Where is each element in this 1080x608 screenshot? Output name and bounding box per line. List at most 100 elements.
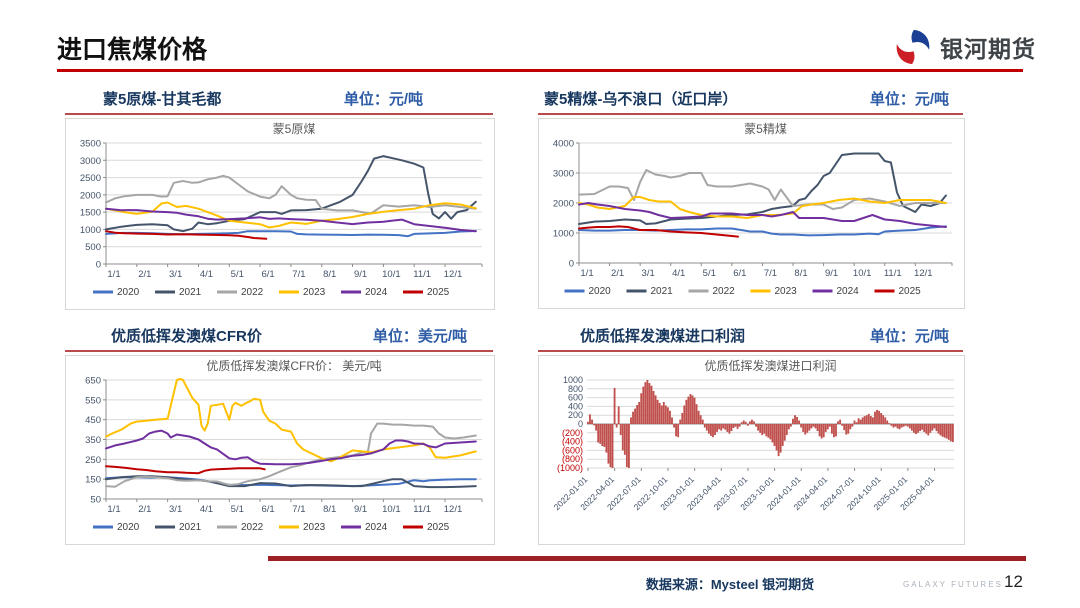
svg-text:3/1: 3/1	[642, 268, 655, 279]
svg-text:5/1: 5/1	[703, 268, 716, 279]
chart-header-mong5-raw: 蒙5原煤-甘其毛都 单位：元/吨	[65, 88, 493, 115]
svg-text:2020: 2020	[589, 286, 612, 297]
svg-text:4/1: 4/1	[672, 268, 685, 279]
svg-text:9/1: 9/1	[354, 269, 367, 280]
brand-label: GALAXY FUTURES	[903, 580, 1003, 589]
svg-text:2/1: 2/1	[138, 269, 151, 280]
svg-text:2021: 2021	[179, 522, 202, 533]
svg-text:4/1: 4/1	[200, 269, 213, 280]
title-underline	[57, 69, 1023, 72]
svg-text:(400): (400)	[562, 437, 583, 447]
svg-text:2000: 2000	[80, 190, 101, 201]
svg-text:8/1: 8/1	[323, 504, 336, 515]
galaxy-swirl-icon	[894, 28, 932, 66]
chart-title-label: 蒙5原煤-甘其毛都	[103, 91, 222, 108]
svg-text:2022: 2022	[713, 286, 736, 297]
page-title: 进口焦煤价格	[57, 36, 208, 64]
svg-text:0: 0	[569, 259, 574, 270]
svg-text:10/1: 10/1	[853, 268, 872, 279]
page-number: 12	[1004, 572, 1023, 591]
svg-text:7/1: 7/1	[292, 504, 305, 515]
svg-text:2023: 2023	[303, 287, 326, 298]
svg-text:3000: 3000	[80, 156, 101, 167]
svg-text:1/1: 1/1	[580, 268, 593, 279]
chart-mong5-clean: 蒙5精煤 0 1000 2000 3000 4000 1/1 2/1 3/1 4/1 5/1 6/1 7…	[538, 118, 965, 309]
chart-unit-label: 单位：元/吨	[869, 91, 949, 108]
svg-text:2000: 2000	[553, 199, 574, 210]
svg-text:11/1: 11/1	[413, 269, 431, 280]
svg-text:250: 250	[85, 455, 101, 466]
svg-text:2024: 2024	[837, 286, 860, 297]
svg-text:1000: 1000	[80, 225, 101, 236]
footer-rule	[268, 556, 1026, 561]
data-source-label: 数据来源：Mysteel 银河期货	[645, 577, 815, 592]
svg-text:2020: 2020	[117, 522, 140, 533]
svg-text:2025: 2025	[427, 522, 450, 533]
svg-text:550: 550	[85, 395, 101, 406]
svg-text:(1000): (1000)	[557, 463, 583, 473]
logo-text: 银河期货	[940, 36, 1036, 62]
svg-text:10/1: 10/1	[382, 269, 401, 280]
svg-text:2025: 2025	[427, 287, 450, 298]
svg-text:2022: 2022	[241, 287, 264, 298]
svg-text:2023: 2023	[775, 286, 798, 297]
chart-header-aus-profit: 优质低挥发澳煤进口利润 单位：元/吨	[538, 325, 963, 352]
svg-text:7/1: 7/1	[292, 269, 305, 280]
svg-text:2024: 2024	[365, 287, 388, 298]
svg-text:11/1: 11/1	[413, 504, 431, 515]
svg-text:1000: 1000	[553, 229, 574, 240]
svg-text:8/1: 8/1	[794, 268, 807, 279]
svg-text:200: 200	[568, 410, 583, 420]
svg-text:50: 50	[90, 495, 101, 506]
svg-text:650: 650	[85, 376, 101, 387]
svg-text:2500: 2500	[80, 173, 101, 184]
svg-text:3500: 3500	[80, 139, 101, 150]
svg-text:8/1: 8/1	[323, 269, 336, 280]
svg-text:350: 350	[85, 435, 101, 446]
chart-header-aus-cfr: 优质低挥发澳煤CFR价 单位：美元/吨	[65, 325, 493, 352]
svg-text:3/1: 3/1	[169, 269, 182, 280]
svg-text:2022: 2022	[241, 522, 264, 533]
svg-text:2/1: 2/1	[138, 504, 151, 515]
svg-text:500: 500	[85, 242, 101, 253]
chart-title-label: 优质低挥发澳煤进口利润	[580, 328, 746, 345]
company-logo: 银河期货	[894, 28, 1036, 66]
svg-text:9/1: 9/1	[825, 268, 838, 279]
chart-aus-cfr: 优质低挥发澳煤CFR价： 美元/吨 50 150 250 350 450 550 650 1/1…	[65, 355, 495, 545]
svg-text:9/1: 9/1	[354, 504, 367, 515]
svg-text:11/1: 11/1	[884, 268, 902, 279]
svg-text:2023: 2023	[303, 522, 326, 533]
svg-text:6/1: 6/1	[261, 504, 274, 515]
chart-aus-profit: 优质低挥发澳煤进口利润 (1000) (800) (600) (400) (200) 0 20…	[538, 355, 965, 545]
svg-text:4000: 4000	[553, 139, 574, 150]
svg-text:(600): (600)	[562, 445, 583, 455]
svg-text:2021: 2021	[179, 287, 202, 298]
svg-text:5/1: 5/1	[231, 269, 244, 280]
svg-text:(800): (800)	[562, 454, 583, 464]
svg-text:1/1: 1/1	[107, 504, 120, 515]
svg-text:5/1: 5/1	[231, 504, 244, 515]
svg-text:150: 150	[85, 475, 101, 486]
svg-text:12/1: 12/1	[444, 269, 463, 280]
svg-text:2024: 2024	[365, 522, 388, 533]
svg-text:7/1: 7/1	[764, 268, 777, 279]
svg-text:2021: 2021	[651, 286, 674, 297]
svg-text:6/1: 6/1	[733, 268, 746, 279]
svg-text:6/1: 6/1	[261, 269, 274, 280]
chart-title-label: 优质低挥发澳煤CFR价	[111, 328, 262, 345]
svg-text:450: 450	[85, 415, 101, 426]
svg-text:1/1: 1/1	[107, 269, 120, 280]
svg-text:3000: 3000	[553, 169, 574, 180]
svg-text:(200): (200)	[562, 428, 583, 438]
svg-text:1500: 1500	[80, 208, 101, 219]
svg-text:10/1: 10/1	[382, 504, 401, 515]
svg-text:12/1: 12/1	[914, 268, 933, 279]
svg-text:优质低挥发澳煤进口利润: 优质低挥发澳煤进口利润	[704, 358, 836, 373]
svg-text:12/1: 12/1	[444, 504, 463, 515]
chart-header-mong5-clean: 蒙5精煤-乌不浪口（近口岸） 单位：元/吨	[538, 88, 963, 115]
chart-unit-label: 单位：元/吨	[869, 328, 949, 345]
svg-text:2020: 2020	[117, 287, 140, 298]
svg-text:1000: 1000	[563, 375, 583, 385]
svg-text:4/1: 4/1	[200, 504, 213, 515]
